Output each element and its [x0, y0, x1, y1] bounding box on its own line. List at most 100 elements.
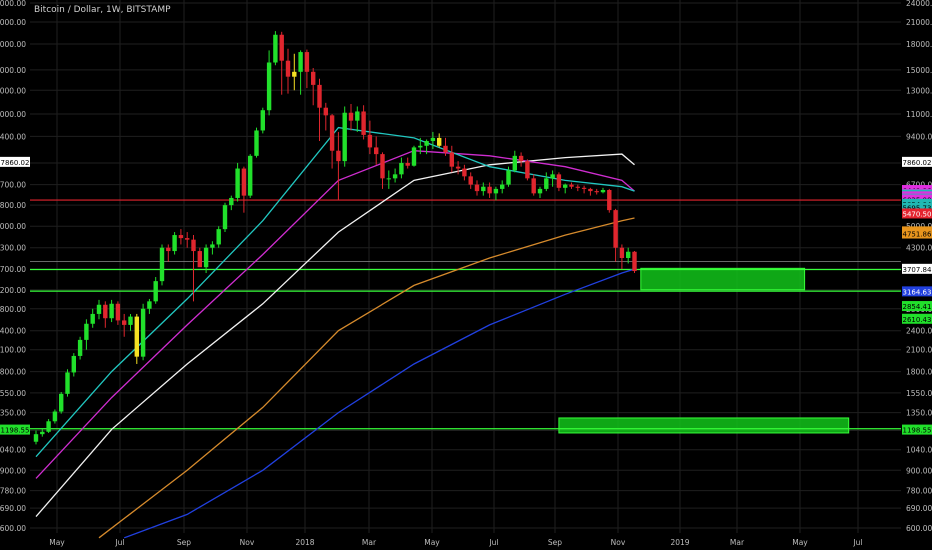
- candle-body: [46, 421, 51, 432]
- candle-body: [115, 303, 121, 321]
- y-tick-label-right: 1800.00: [906, 368, 932, 377]
- candle-body: [52, 411, 58, 422]
- candle-body: [77, 339, 83, 356]
- candle-body: [109, 303, 114, 319]
- x-tick-label: Jul: [488, 538, 498, 547]
- candle-body: [159, 247, 165, 282]
- candle-body: [506, 170, 511, 185]
- target-zone-box: [558, 417, 850, 434]
- price-tag-left-label: 7860.02: [1, 159, 30, 167]
- candle-body: [128, 316, 133, 325]
- candle-body: [140, 308, 146, 357]
- candle-body: [122, 320, 127, 325]
- candle-body: [348, 112, 354, 121]
- x-tick-label: Jul: [852, 538, 862, 547]
- y-tick-label-left: 1040.00: [0, 446, 26, 455]
- candle-body: [405, 162, 410, 166]
- y-tick-label-left: 1800.00: [0, 368, 26, 377]
- x-tick-label: Jul: [114, 538, 124, 547]
- chart-title: Bitcoin / Dollar, 1W, BITSTAMP: [34, 5, 171, 15]
- price-tag-left-label: 1198.55: [1, 427, 30, 435]
- candle-body: [544, 178, 549, 189]
- candle-body: [380, 154, 385, 179]
- moving-average-line: [35, 126, 635, 458]
- candle-body: [298, 52, 303, 72]
- candle-body: [292, 71, 297, 77]
- y-tick-label-right: 21000.00: [906, 18, 932, 27]
- candle-body: [563, 184, 568, 188]
- y-tick-label-right: 1040.00: [906, 446, 932, 455]
- price-tag-label: 5470.50: [903, 210, 932, 218]
- y-tick-label-left: 3200.00: [0, 286, 26, 295]
- candle-body: [103, 304, 108, 319]
- y-tick-label-left: 780.00: [0, 487, 26, 496]
- candle-body: [581, 187, 587, 189]
- candle-body: [525, 161, 530, 179]
- candle-body: [311, 71, 316, 85]
- price-tag-label: 3164.63: [903, 288, 932, 296]
- candle-body: [40, 431, 45, 435]
- candle-body: [84, 323, 89, 340]
- y-tick-label-right: 600.00: [906, 524, 932, 533]
- candle-body: [418, 145, 423, 148]
- candle-body: [430, 137, 436, 142]
- candle-body: [575, 186, 580, 188]
- candle-body: [285, 60, 291, 77]
- y-tick-label-left: 1550.00: [0, 389, 26, 398]
- candle-body: [569, 184, 574, 187]
- candle-body: [386, 178, 391, 180]
- y-tick-label-right: 9400.00: [906, 132, 932, 141]
- price-tag: [902, 263, 932, 274]
- price-tag-label: 2610.43: [903, 316, 932, 324]
- candle-body: [241, 168, 247, 196]
- y-tick-label-left: 2800.00: [0, 305, 26, 314]
- candle-body: [248, 155, 253, 196]
- y-tick-label-right: 13000.00: [906, 86, 932, 95]
- x-tick-label: May: [49, 538, 65, 547]
- y-tick-label-right: 11000.00: [906, 110, 932, 119]
- price-tag: [902, 228, 932, 239]
- price-tag: [902, 156, 932, 167]
- price-tag: [902, 424, 932, 435]
- candle-body: [493, 188, 499, 194]
- candle-body: [134, 316, 139, 357]
- x-tick-label: Mar: [730, 538, 745, 547]
- moving-average-line: [123, 268, 635, 539]
- candle-body: [71, 355, 76, 373]
- y-tick-label-left: 2100.00: [0, 346, 26, 355]
- moving-average-line: [35, 150, 635, 479]
- candle-body: [210, 244, 215, 248]
- price-tag: [902, 286, 932, 297]
- candle-body: [512, 155, 517, 171]
- y-tick-label-left: 24000.00: [0, 0, 26, 8]
- y-tick-label-left: 5000.00: [0, 222, 26, 231]
- candle-body: [336, 150, 341, 162]
- candle-body: [172, 235, 177, 252]
- x-tick-label: Sep: [177, 538, 191, 547]
- candle-body: [178, 235, 184, 239]
- candle-body: [600, 190, 606, 193]
- price-tag-label: 4751.86: [903, 231, 932, 239]
- price-tag: [902, 208, 932, 219]
- y-tick-label-right: 2100.00: [906, 346, 932, 355]
- candle-body: [185, 238, 190, 240]
- candle-body: [411, 147, 417, 166]
- candle-body: [153, 281, 158, 302]
- y-tick-label-left: 13000.00: [0, 86, 26, 95]
- y-tick-label-left: 3700.00: [0, 265, 26, 274]
- y-tick-label-right: 780.00: [906, 487, 932, 496]
- candle-body: [191, 239, 196, 252]
- candle-body: [481, 186, 486, 192]
- candle-body: [279, 34, 284, 61]
- y-tick-label-right: 4300.00: [906, 244, 932, 253]
- candle-body: [254, 130, 259, 156]
- price-tag-left: [0, 156, 30, 167]
- price-tag-label: 1198.55: [903, 427, 932, 435]
- candle-body: [468, 176, 473, 185]
- price-tag-label: 2854.41: [903, 303, 932, 311]
- candle-body: [323, 107, 328, 116]
- x-tick-label: May: [424, 538, 440, 547]
- candle-body: [550, 174, 555, 179]
- price-tag: [902, 301, 932, 312]
